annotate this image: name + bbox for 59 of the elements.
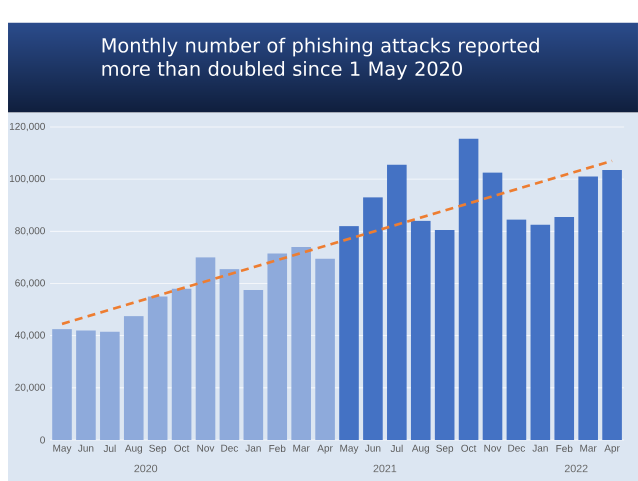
x-tick-label: May (340, 444, 358, 454)
text: 2021 (374, 464, 396, 472)
x-tick-label: Feb (269, 444, 286, 452)
bar (148, 296, 168, 440)
x-tick-label: Sep (149, 444, 166, 454)
y-tick-label: 0 (40, 436, 45, 444)
bar (387, 164, 407, 440)
bar (339, 226, 359, 440)
bar (196, 257, 216, 440)
bar (602, 170, 622, 440)
bar (363, 197, 383, 440)
y-tick-label: 40,000 (14, 332, 45, 340)
bar (124, 316, 144, 440)
x-tick-label: Apr (604, 444, 620, 454)
bar (410, 220, 431, 440)
bar (506, 220, 526, 440)
x-tick-label: Dec (508, 444, 526, 452)
y-tick-label: 60,000 (15, 279, 45, 288)
bar (578, 176, 598, 440)
bar (530, 224, 550, 440)
bar (554, 216, 574, 440)
x-tick-label: Nov (197, 444, 214, 452)
x-tick-label: Oct (461, 444, 476, 452)
x-tick-label: Jan (532, 444, 548, 452)
bar (458, 138, 478, 440)
x-tick-label: Feb (556, 444, 572, 452)
chart-title: Monthly number of phishing attacks reported more than doubled since 1 May 2020 (102, 38, 539, 80)
y-tick-label: 120,000 (10, 122, 45, 132)
x-tick-label: Nov (484, 444, 502, 452)
bar (267, 253, 288, 440)
x-tick-label: Jul (390, 444, 403, 452)
bar (315, 258, 335, 440)
x-tick-label: Aug (124, 444, 142, 454)
x-tick-label: Apr (317, 444, 333, 454)
x-tick-label: Mar (293, 444, 310, 452)
y-tick-label: 80,000 (15, 227, 45, 236)
bar (76, 330, 96, 440)
x-tick-label: Mar (580, 444, 597, 452)
text: 2020 (134, 464, 158, 472)
x-tick-label: Jul (104, 444, 116, 452)
bar (220, 269, 240, 440)
bar (244, 290, 264, 440)
x-tick-label: Dec (221, 444, 238, 452)
x-tick-label: Sep (436, 444, 454, 454)
bar (172, 288, 192, 440)
x-tick-label: Jun (78, 444, 94, 452)
x-tick-label: Jun (365, 444, 380, 452)
x-tick-label: May (53, 444, 72, 454)
x-tick-label: Jan (245, 444, 261, 452)
bar (434, 230, 454, 440)
bar (291, 246, 311, 440)
y-tick-label: 20,000 (15, 384, 45, 392)
bar (100, 332, 120, 440)
bar (52, 329, 72, 440)
x-tick-label: Aug (412, 444, 429, 454)
y-tick-label: 100,000 (10, 175, 45, 184)
bar (482, 172, 502, 440)
x-tick-label: Oct (174, 444, 190, 452)
text: 2022 (564, 464, 588, 472)
